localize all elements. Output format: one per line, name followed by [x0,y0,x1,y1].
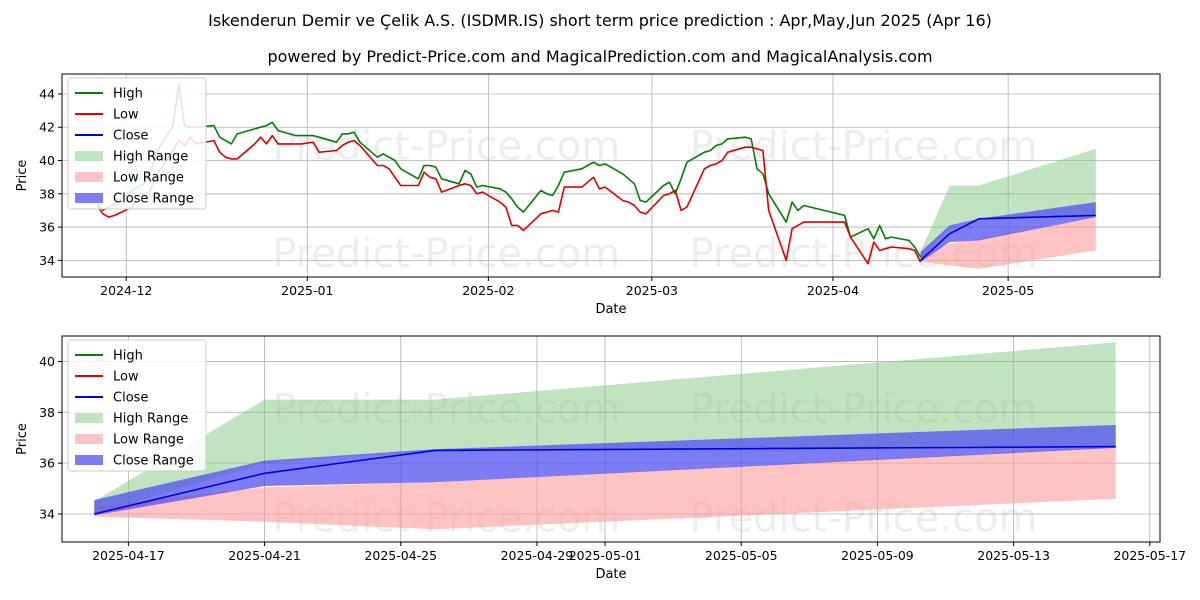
y-tick-label: 40 [39,354,55,369]
high-range-area [920,148,1096,261]
x-tick-label: 2025-04-25 [364,548,437,563]
y-tick-label: 42 [39,120,55,135]
legend-label: Close [113,129,148,144]
y-tick-label: 44 [39,86,55,101]
legend-label: Low Range [113,433,184,448]
y-tick-label: 34 [39,507,55,522]
legend-swatch [75,455,103,465]
y-tick-label: 40 [39,153,55,168]
x-tick-label: 2025-04-21 [228,548,301,563]
high-line [96,83,922,258]
x-tick-label: 2025-05-01 [569,548,642,563]
legend-label: High Range [113,412,188,427]
legend-label: High [113,349,143,364]
legend-label: Low [113,370,139,385]
y-axis-label: Price [15,160,30,192]
x-tick-label: 2025-03 [626,283,678,298]
y-tick-label: 34 [39,253,55,268]
y-tick-label: 38 [39,186,55,201]
y-tick-label: 36 [39,456,55,471]
legend: High Low Close High Range Low Range Close Ran… [67,339,207,472]
legend-label: Low [113,108,139,123]
watermark-text: Predict-Price.com [272,123,620,169]
x-tick-label: 2025-05-13 [977,548,1050,563]
y-axis-label: Price [15,423,30,455]
x-tick-label: 2025-04-29 [501,548,574,563]
x-axis-label: Date [595,302,626,317]
x-tick-label: 2024-12 [100,283,152,298]
chart-subtitle: powered by Predict-Price.com and Magical… [267,47,932,66]
watermark-text: Predict-Price.com [690,123,1038,169]
plot-frame [61,335,1161,543]
bottom-chart-panel: Predict-Price.comPredict-Price.comPredic… [15,335,1186,582]
legend-label: Low Range [113,171,184,186]
legend: High Low Close High Range Low Range Close Ran… [67,77,207,210]
x-tick-label: 2025-04 [807,283,859,298]
legend-label: Close Range [113,454,194,469]
legend-label: Close Range [113,192,194,207]
x-tick-label: 2025-05-17 [1113,548,1186,563]
low-range-area [94,446,1116,530]
close-line [94,445,1116,515]
close-line [919,214,1096,261]
legend-label: High [113,87,143,102]
plot-frame [61,73,1161,278]
legend-swatch [75,172,103,182]
x-axis-label: Date [595,567,626,582]
legend-swatch [75,413,103,423]
x-tick-label: 2025-05-09 [841,548,914,563]
low-line [96,134,922,265]
x-tick-label: 2025-05 [982,283,1034,298]
legend-swatch [75,193,103,203]
x-tick-label: 2025-02 [462,283,514,298]
chart-title: Iskenderun Demir ve Çelik A.S. (ISDMR.IS… [208,11,992,30]
y-tick-label: 38 [39,405,55,420]
y-tick-label: 36 [39,220,55,235]
watermark-text: Predict-Price.com [272,231,620,277]
legend-swatch [75,151,103,161]
low-range-area [920,217,1096,269]
x-tick-label: 2025-01 [281,283,333,298]
legend-label: High Range [113,150,188,165]
legend-swatch [75,434,103,444]
top-chart-panel: Predict-Price.com Predict-Price.com Predic… [15,73,1161,317]
high-range-area [94,342,1116,514]
x-tick-label: 2025-05-05 [705,548,778,563]
x-tick-label: 2025-04-17 [92,548,165,563]
legend-label: Close [113,391,148,406]
